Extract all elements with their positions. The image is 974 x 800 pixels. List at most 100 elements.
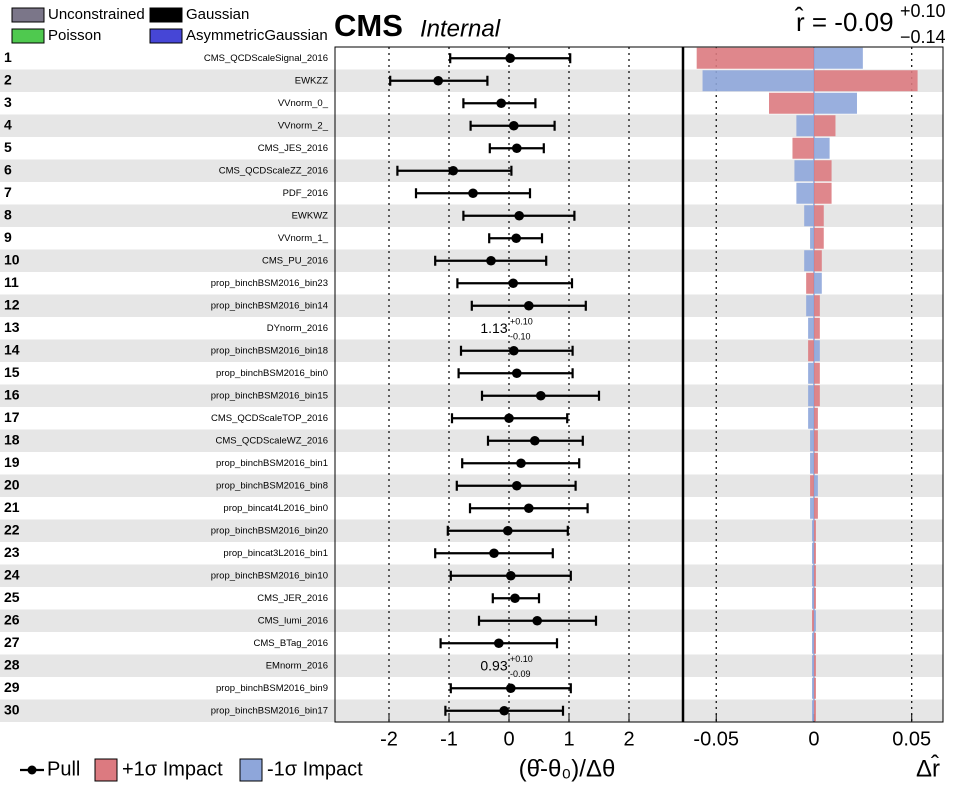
impact-bar	[813, 70, 918, 92]
impact-axis-title: Δr̂	[916, 754, 940, 782]
impact-bar	[792, 137, 814, 159]
pull-point	[514, 210, 524, 221]
pull-point	[486, 255, 496, 266]
impact-bar	[810, 430, 814, 452]
pull-point	[489, 548, 499, 559]
fit-value: 1.13	[480, 320, 507, 336]
param-label: CMS_JER_2016	[257, 593, 328, 604]
row-number: 26	[4, 611, 20, 627]
param-label: prop_binchBSM2016_bin9	[216, 683, 328, 694]
row-number: 2	[4, 71, 12, 87]
impact-bar	[813, 610, 816, 632]
pull-point	[510, 593, 520, 604]
pull-point	[505, 53, 515, 64]
param-label: CMS_lumi_2016	[258, 615, 328, 626]
impact-bar	[702, 70, 814, 92]
row-number: 12	[4, 296, 20, 312]
impact-bar	[806, 272, 814, 294]
impact-tick-label: -0.05	[693, 728, 739, 750]
x-tick-label: 0	[503, 728, 514, 750]
param-label: VVnorm_2_	[278, 120, 329, 131]
row-number: 24	[4, 566, 20, 582]
impact-bar	[796, 182, 814, 204]
legend-swatch	[239, 758, 263, 782]
param-label: prop_binchBSM2016_bin8	[216, 480, 328, 491]
pull-point	[516, 458, 526, 469]
param-label: VVnorm_0_	[278, 98, 329, 109]
row-number: 19	[4, 454, 20, 470]
impact-bar	[769, 92, 814, 114]
pull-point	[508, 278, 518, 289]
impact-bar	[812, 610, 814, 632]
chart-title: CMS	[334, 8, 403, 43]
impact-bar	[813, 47, 863, 69]
row-number: 28	[4, 656, 20, 672]
legend-swatch	[11, 28, 45, 44]
impact-bar	[813, 205, 824, 227]
legend-pull-point	[27, 765, 37, 775]
fit-up: +0.10	[510, 654, 533, 664]
pull-point	[524, 300, 534, 311]
impact-bar	[810, 497, 814, 519]
row-number: 20	[4, 476, 20, 492]
row-number: 18	[4, 431, 20, 447]
legend-label: Poisson	[48, 27, 101, 44]
impact-bar	[813, 160, 832, 182]
impact-bar	[813, 677, 816, 699]
impact-bar	[813, 227, 824, 249]
impact-bar	[813, 452, 818, 474]
r-down: −0.14	[900, 27, 946, 47]
legend-label: -1σ Impact	[267, 758, 363, 780]
impact-bar	[808, 340, 814, 362]
param-label: prop_bincat4L2016_bin0	[223, 503, 328, 514]
pull-point	[511, 233, 521, 244]
impact-bar	[813, 362, 820, 384]
row-band	[0, 654, 943, 677]
param-label: CMS_JES_2016	[258, 143, 328, 154]
legend-label: Pull	[47, 758, 80, 780]
row-number: 30	[4, 701, 20, 717]
impact-bar	[813, 340, 820, 362]
row-number: 29	[4, 679, 20, 695]
impact-bar	[813, 115, 836, 137]
row-number: 10	[4, 251, 20, 267]
param-label: prop_binchBSM2016_bin20	[211, 525, 328, 536]
pull-point	[530, 435, 540, 446]
pull-point	[448, 165, 459, 176]
impact-bar	[812, 677, 814, 699]
pull-point	[509, 345, 519, 356]
impact-tick-label: 0.05	[892, 728, 931, 750]
pull-point	[512, 143, 522, 154]
param-label: prop_binchBSM2016_bin23	[211, 278, 328, 289]
r-up: +0.10	[900, 1, 946, 21]
param-label: EWKZZ	[295, 75, 328, 86]
pull-point	[468, 188, 478, 199]
x-tick-label: 1	[563, 728, 574, 750]
impact-bar	[813, 700, 816, 722]
fit-down: -0.10	[510, 332, 531, 342]
x-tick-label: -1	[440, 728, 458, 750]
chart-subtitle: Internal	[420, 15, 501, 42]
impact-bar	[813, 475, 818, 497]
impact-bar	[813, 430, 818, 452]
fit-up: +0.10	[510, 317, 533, 327]
param-label: CMS_BTag_2016	[254, 638, 328, 649]
row-band	[0, 609, 943, 632]
impact-bar	[812, 632, 814, 654]
x-axis-title: (θ̂-θ₀)/Δθ	[519, 755, 616, 782]
row-number: 22	[4, 521, 20, 537]
pull-point	[506, 683, 516, 694]
row-number: 11	[4, 274, 19, 290]
param-label: prop_binchBSM2016_bin17	[211, 705, 328, 716]
impact-bar	[810, 227, 814, 249]
impact-bar	[813, 407, 818, 429]
fit-down: -0.09	[510, 669, 531, 679]
legend-label: Unconstrained	[48, 6, 145, 23]
impact-bar	[813, 542, 816, 564]
impact-bar	[804, 250, 814, 272]
param-label: prop_binchBSM2016_bin10	[211, 570, 328, 581]
param-label: prop_binchBSM2016_bin18	[211, 345, 328, 356]
row-band	[0, 384, 943, 407]
impact-bar	[810, 475, 814, 497]
